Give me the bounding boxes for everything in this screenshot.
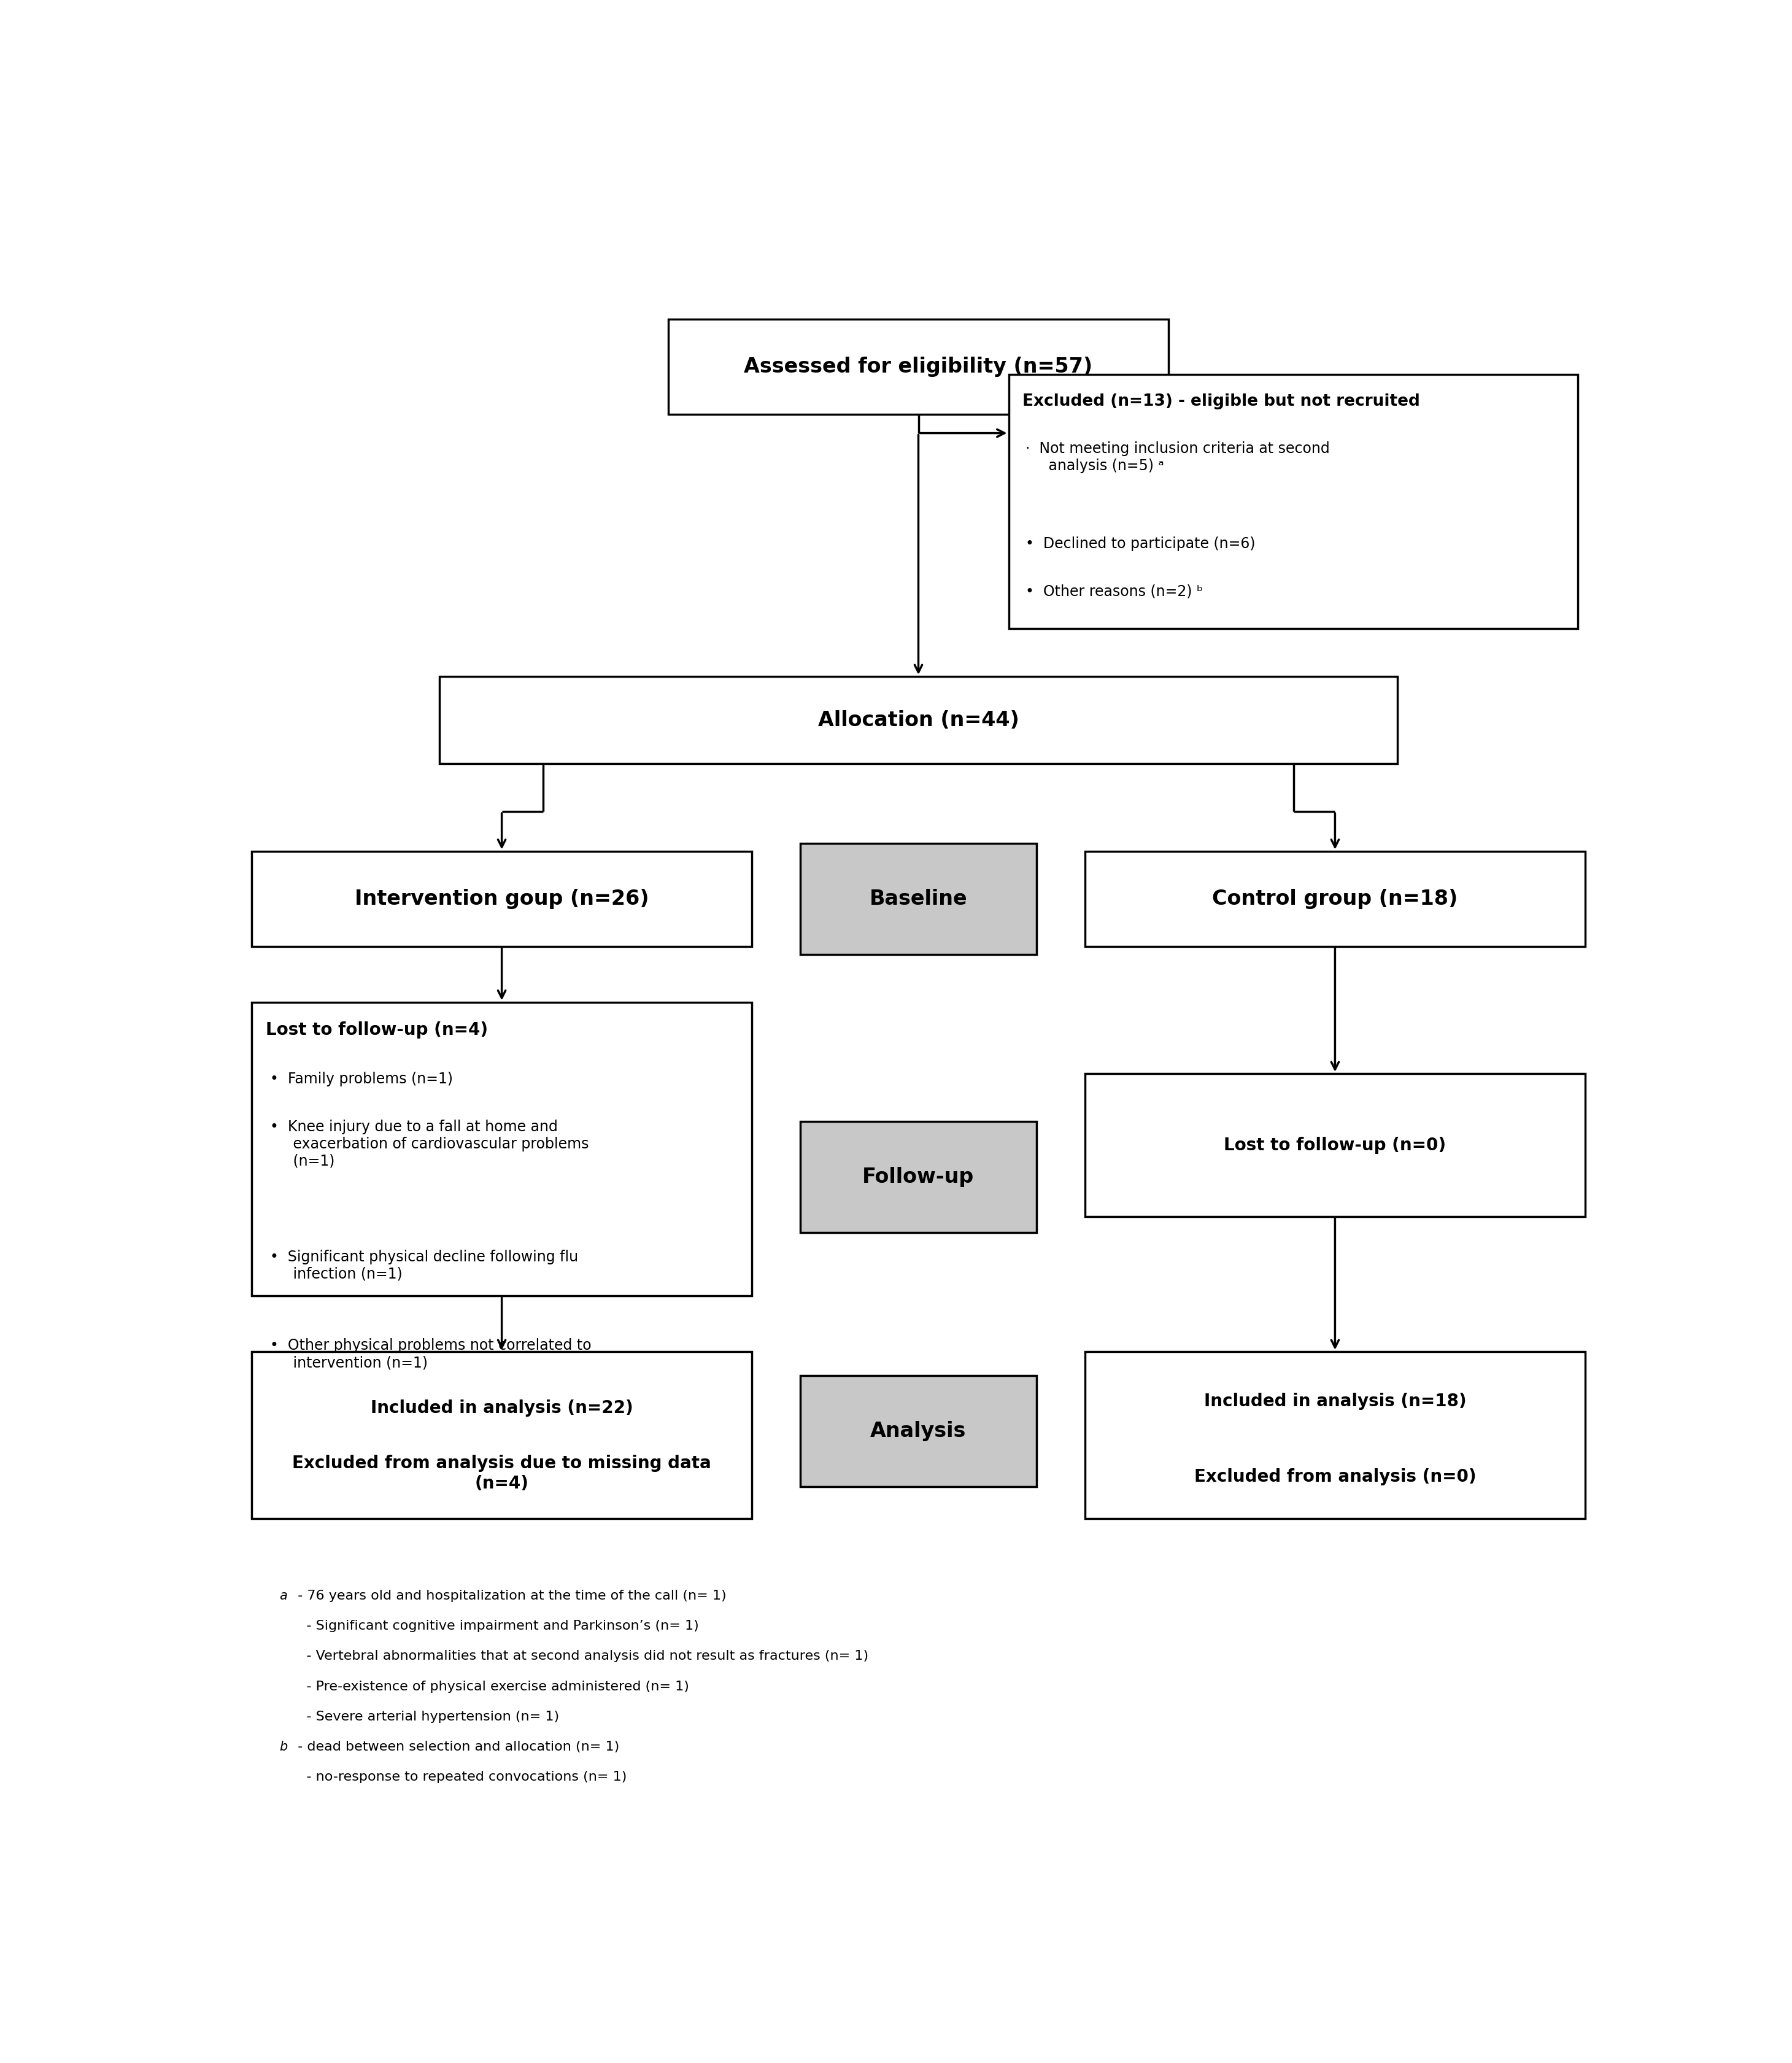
Text: •  Significant physical decline following flu
     infection (n=1): • Significant physical decline following… — [271, 1250, 579, 1281]
Text: Excluded (n=13) - eligible but not recruited: Excluded (n=13) - eligible but not recru… — [1023, 394, 1419, 411]
Text: Included in analysis (n=22): Included in analysis (n=22) — [371, 1399, 633, 1417]
Text: •  Family problems (n=1): • Family problems (n=1) — [271, 1073, 453, 1087]
FancyBboxPatch shape — [251, 1003, 753, 1296]
Text: ·  Not meeting inclusion criteria at second
     analysis (n=5) ᵃ: · Not meeting inclusion criteria at seco… — [1025, 441, 1330, 472]
Text: - Vertebral abnormalities that at second analysis did not result as fractures (n: - Vertebral abnormalities that at second… — [294, 1650, 869, 1663]
Text: Intervention goup (n=26): Intervention goup (n=26) — [355, 889, 649, 910]
Text: Assessed for eligibility (n=57): Assessed for eligibility (n=57) — [744, 357, 1093, 378]
Text: a: a — [280, 1591, 287, 1603]
FancyBboxPatch shape — [251, 1351, 753, 1518]
FancyBboxPatch shape — [801, 1376, 1036, 1487]
Text: •  Other reasons (n=2) ᵇ: • Other reasons (n=2) ᵇ — [1025, 584, 1202, 598]
FancyBboxPatch shape — [439, 677, 1398, 763]
FancyBboxPatch shape — [801, 844, 1036, 955]
Text: - Pre-existence of physical exercise administered (n= 1): - Pre-existence of physical exercise adm… — [294, 1681, 690, 1692]
FancyBboxPatch shape — [668, 320, 1168, 415]
Text: •  Declined to participate (n=6): • Declined to participate (n=6) — [1025, 536, 1254, 551]
FancyBboxPatch shape — [1086, 852, 1584, 947]
Text: Allocation (n=44): Allocation (n=44) — [817, 710, 1020, 730]
Text: Excluded from analysis (n=0): Excluded from analysis (n=0) — [1193, 1469, 1477, 1485]
Text: Baseline: Baseline — [869, 889, 968, 910]
FancyBboxPatch shape — [1086, 1351, 1584, 1518]
FancyBboxPatch shape — [1009, 375, 1579, 629]
Text: b: b — [280, 1741, 289, 1754]
Text: - Severe arterial hypertension (n= 1): - Severe arterial hypertension (n= 1) — [294, 1710, 559, 1723]
Text: Included in analysis (n=18): Included in analysis (n=18) — [1204, 1393, 1466, 1411]
Text: Follow-up: Follow-up — [862, 1168, 975, 1186]
Text: •  Other physical problems not correlated to
     intervention (n=1): • Other physical problems not correlated… — [271, 1339, 591, 1370]
Text: - 76 years old and hospitalization at the time of the call (n= 1): - 76 years old and hospitalization at th… — [294, 1591, 726, 1603]
Text: Analysis: Analysis — [871, 1421, 966, 1442]
Text: Lost to follow-up (n=4): Lost to follow-up (n=4) — [265, 1021, 487, 1038]
Text: - no-response to repeated convocations (n= 1): - no-response to repeated convocations (… — [294, 1770, 627, 1782]
Text: Lost to follow-up (n=0): Lost to follow-up (n=0) — [1224, 1137, 1446, 1153]
FancyBboxPatch shape — [801, 1122, 1036, 1232]
FancyBboxPatch shape — [1086, 1073, 1584, 1217]
FancyBboxPatch shape — [251, 852, 753, 947]
Text: •  Knee injury due to a fall at home and
     exacerbation of cardiovascular pro: • Knee injury due to a fall at home and … — [271, 1120, 588, 1168]
Text: - Significant cognitive impairment and Parkinson’s (n= 1): - Significant cognitive impairment and P… — [294, 1619, 699, 1632]
Text: Excluded from analysis due to missing data
(n=4): Excluded from analysis due to missing da… — [292, 1454, 711, 1492]
Text: - dead between selection and allocation (n= 1): - dead between selection and allocation … — [294, 1741, 620, 1754]
Text: Control group (n=18): Control group (n=18) — [1211, 889, 1459, 910]
